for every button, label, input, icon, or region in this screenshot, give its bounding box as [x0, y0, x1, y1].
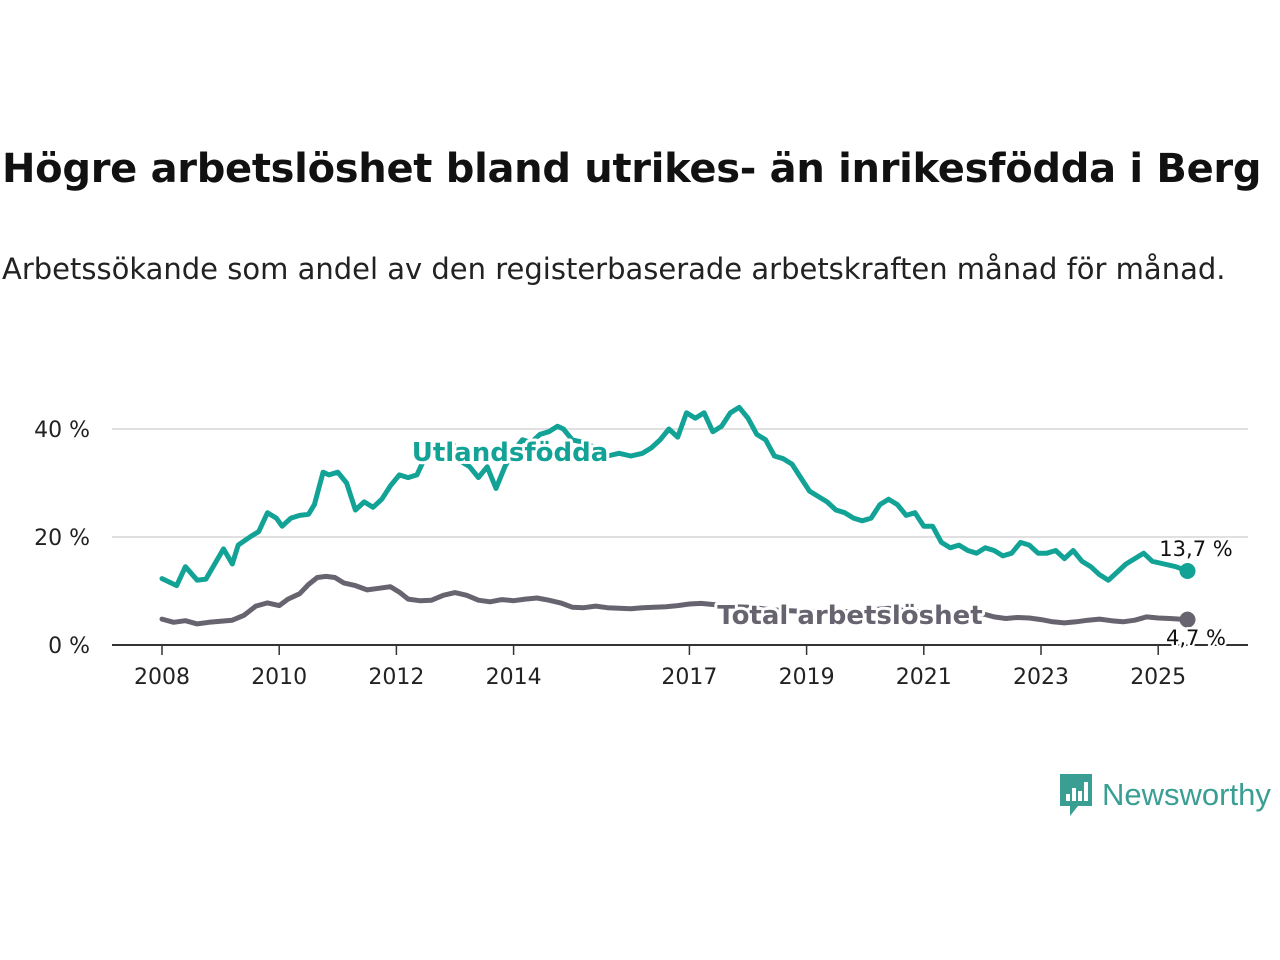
y-tick-label: 20 % — [34, 526, 90, 551]
x-tick-label: 2010 — [251, 665, 307, 690]
series-end-dot-total — [1179, 611, 1196, 628]
brand-name: Newsworthy — [1102, 777, 1271, 812]
chart-subtitle: Arbetssökande som andel av den registerb… — [2, 252, 1226, 286]
newsworthy-logo: Newsworthy — [1058, 772, 1271, 818]
series-line-total — [159, 573, 1190, 627]
x-tick-label: 2017 — [661, 665, 717, 690]
x-tick-label: 2025 — [1130, 665, 1186, 690]
end-value-label-total: 4,7 % — [1166, 626, 1226, 650]
series-line-utlandsfodda — [159, 404, 1190, 589]
y-tick-label: 0 % — [48, 634, 90, 659]
y-tick-label: 40 % — [34, 418, 90, 443]
x-tick-label: 2008 — [134, 665, 190, 690]
x-tick-label: 2019 — [779, 665, 835, 690]
x-tick-label: 2021 — [896, 665, 952, 690]
series-label-utlandsfodda: Utlandsfödda — [412, 438, 609, 468]
chart-title: Högre arbetslöshet bland utrikes- än inr… — [2, 146, 1262, 192]
x-tick-label: 2014 — [486, 665, 542, 690]
end-value-label-utlandsfodda: 13,7 % — [1159, 537, 1232, 561]
x-tick-label: 2023 — [1013, 665, 1069, 690]
series-end-dot-utlandsfodda — [1179, 563, 1196, 580]
series-label-total: Total arbetslöshet — [717, 601, 982, 631]
x-tick-label: 2012 — [368, 665, 424, 690]
newsworthy-icon — [1060, 774, 1092, 816]
